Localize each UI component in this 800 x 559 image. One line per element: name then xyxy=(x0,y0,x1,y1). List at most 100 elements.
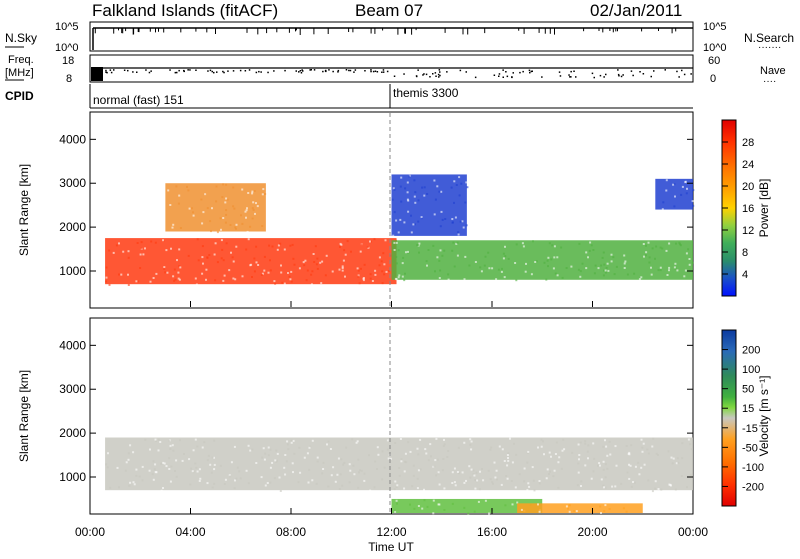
data-speckle xyxy=(338,488,341,490)
data-speckle xyxy=(665,249,668,252)
data-speckle xyxy=(647,241,650,244)
nave-label: Nave xyxy=(760,65,786,77)
data-speckle xyxy=(548,473,550,475)
data-speckle xyxy=(692,204,695,207)
nave-dot xyxy=(618,75,620,77)
nsky-label: N.Sky xyxy=(5,31,37,45)
nave-dot xyxy=(209,69,212,72)
nave-dot xyxy=(258,70,260,73)
nave-dot xyxy=(432,73,434,75)
data-speckle xyxy=(267,446,270,449)
data-speckle xyxy=(638,473,641,476)
data-speckle xyxy=(412,223,415,226)
data-speckle xyxy=(287,448,290,451)
x-tick-label: 16:00 xyxy=(477,525,507,539)
data-speckle xyxy=(341,267,344,269)
data-speckle xyxy=(668,266,671,269)
data-speckle xyxy=(393,241,396,244)
data-speckle xyxy=(225,197,228,200)
data-speckle xyxy=(380,260,383,263)
data-speckle xyxy=(261,225,264,227)
data-speckle xyxy=(219,217,222,220)
data-speckle xyxy=(578,454,581,456)
data-speckle xyxy=(403,470,406,473)
data-speckle xyxy=(497,268,500,271)
data-speckle xyxy=(614,445,617,448)
data-speckle xyxy=(417,199,420,202)
data-speckle xyxy=(135,474,138,477)
data-speckle xyxy=(426,264,428,267)
data-speckle xyxy=(481,468,483,470)
data-speckle xyxy=(604,439,606,442)
data-speckle xyxy=(384,239,387,242)
data-speckle xyxy=(576,484,579,487)
data-speckle xyxy=(320,282,323,285)
data-speckle xyxy=(207,454,210,457)
data-speckle xyxy=(206,459,209,462)
data-speckle xyxy=(657,454,659,456)
data-speckle xyxy=(359,250,362,253)
data-speckle xyxy=(223,483,226,485)
data-speckle xyxy=(149,280,152,283)
data-speckle xyxy=(628,477,631,480)
data-speckle xyxy=(540,445,543,448)
data-speckle xyxy=(206,482,209,485)
data-speckle xyxy=(213,482,216,485)
data-speckle xyxy=(406,181,409,184)
data-speckle xyxy=(417,505,420,507)
data-speckle xyxy=(106,466,109,469)
data-speckle xyxy=(452,241,455,244)
data-speckle xyxy=(399,185,402,188)
data-speckle xyxy=(589,241,592,244)
data-speckle xyxy=(383,263,386,266)
nave-dot xyxy=(148,71,151,74)
data-speckle xyxy=(453,467,456,470)
data-speckle xyxy=(138,475,141,478)
data-speckle xyxy=(378,264,381,267)
nave-dot xyxy=(429,76,431,78)
data-speckle xyxy=(672,457,675,460)
data-speckle xyxy=(468,465,471,468)
data-speckle xyxy=(584,442,587,445)
data-speckle xyxy=(229,475,232,478)
data-speckle xyxy=(600,264,603,267)
nave-dot xyxy=(178,69,180,72)
data-speckle xyxy=(275,449,278,452)
data-speckle xyxy=(441,254,444,257)
data-speckle xyxy=(469,443,472,446)
data-speckle xyxy=(165,249,168,252)
data-speckle xyxy=(409,503,411,506)
colorbar-tick-label: 16 xyxy=(742,203,754,215)
data-speckle xyxy=(175,185,178,188)
data-speckle xyxy=(606,454,609,457)
data-speckle xyxy=(281,281,284,284)
data-speckle xyxy=(274,282,277,285)
data-speckle xyxy=(417,220,420,223)
data-speckle xyxy=(463,441,466,444)
nave-dot xyxy=(349,69,352,72)
data-speckle xyxy=(284,473,287,476)
data-speckle xyxy=(686,486,688,489)
nave-dot xyxy=(459,69,462,72)
freq-panel: Freq. [MHz] 18 8 60 0 Nave ···· xyxy=(5,54,786,87)
data-speckle xyxy=(597,267,600,270)
data-speckle xyxy=(451,471,454,474)
nave-dot xyxy=(639,71,641,73)
data-speckle xyxy=(311,270,314,273)
data-speckle xyxy=(348,481,351,484)
data-speckle xyxy=(501,448,504,451)
data-speckle xyxy=(376,446,379,449)
power-ylabel: Slant Range [km] xyxy=(17,164,31,256)
data-speckle xyxy=(680,475,683,477)
data-speckle xyxy=(568,510,571,513)
data-speckle xyxy=(462,226,465,229)
power-panel: 1000 2000 3000 4000 Slant Range [km] 28 24 20… xyxy=(17,111,771,309)
data-speckle xyxy=(571,451,574,454)
data-speckle xyxy=(133,483,136,486)
data-speckle xyxy=(269,448,272,451)
data-speckle xyxy=(254,212,256,215)
data-speckle xyxy=(169,444,172,447)
data-speckle xyxy=(162,487,164,489)
data-speckle xyxy=(230,251,232,254)
data-speckle xyxy=(417,453,420,456)
